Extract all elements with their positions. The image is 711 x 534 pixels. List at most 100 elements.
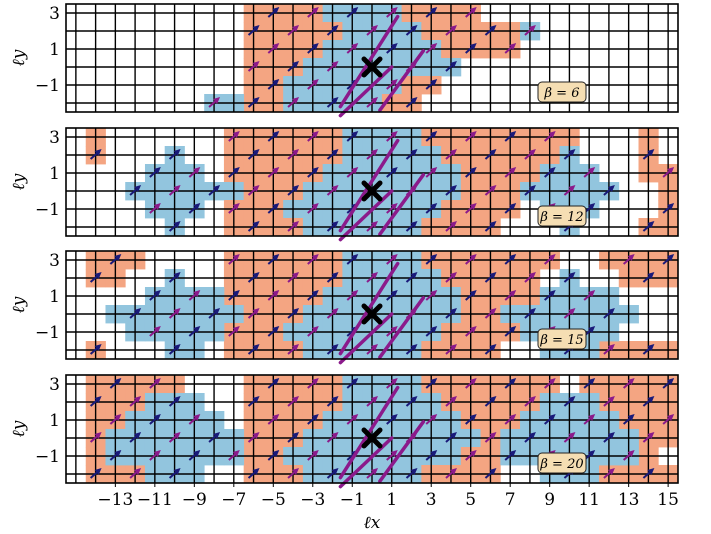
spin-arrow-head (509, 326, 517, 333)
spin-arrow-head (469, 203, 477, 210)
spin-arrow-head (627, 254, 635, 261)
spin-arrow-head (627, 450, 635, 457)
x-tick-label: −5 (261, 490, 286, 510)
spin-arrow-head (134, 432, 142, 439)
spin-arrow-head (173, 308, 181, 315)
spin-arrow-head (371, 149, 378, 156)
spin-arrow-head (173, 468, 181, 475)
x-tick-label: 15 (657, 490, 679, 510)
spin-arrow-head (449, 221, 457, 228)
spin-arrow-head (351, 167, 359, 174)
spin-arrow-head (232, 450, 240, 457)
spin-arrow-head (667, 203, 675, 210)
spin-arrow-head (588, 290, 596, 297)
spin-arrow-head (272, 326, 280, 333)
spin-arrow-head (292, 97, 300, 104)
spin-arrow-head (311, 326, 319, 333)
spin-arrow-head (173, 396, 181, 403)
spin-arrow-head (292, 272, 300, 279)
spin-arrow-head (390, 7, 398, 14)
spin-arrow-head (153, 414, 161, 421)
spin-arrow-head (449, 185, 457, 192)
spin-arrow-head (390, 203, 398, 210)
origin-marker (361, 56, 383, 78)
spin-arrow-head (134, 468, 142, 475)
y-tick-label: 1 (49, 287, 60, 307)
spin-arrow-head (607, 344, 615, 351)
spin-arrow-head (667, 254, 675, 261)
spin-arrow-head (331, 396, 339, 403)
spin-arrow-head (449, 25, 457, 32)
spin-arrow-head (351, 254, 359, 261)
spin-arrow-head (311, 203, 319, 210)
spin-arrow-head (232, 254, 240, 261)
spin-arrow-head (509, 203, 517, 210)
spin-arrow-head (213, 432, 221, 439)
beta-label: β = 15 (539, 333, 583, 348)
spin-arrow-head (390, 414, 398, 421)
spin-arrow-head (94, 468, 102, 475)
spin-arrow-head (449, 344, 457, 351)
origin-marker (361, 303, 383, 325)
spin-arrow-head (410, 468, 418, 475)
spin-arrow-head (331, 468, 339, 475)
spin-arrow-head (430, 79, 438, 86)
beta-label: β = 6 (544, 86, 580, 101)
spin-arrow-head (351, 290, 359, 297)
spin-arrow-head (528, 432, 536, 439)
spin-arrow-head (94, 432, 102, 439)
y-axis-label: ℓy (9, 296, 29, 313)
spin-arrow-head (509, 378, 517, 385)
spin-arrow-head (489, 272, 497, 279)
spin-arrow-head (449, 468, 457, 475)
spin-arrow-head (371, 97, 378, 104)
spin-arrow-head (647, 468, 655, 475)
spin-arrow-head (292, 468, 300, 475)
spin-arrow-head (489, 221, 497, 228)
spin-arrow-head (509, 131, 517, 138)
spin-arrow-head (272, 167, 280, 174)
spin-arrow-head (410, 149, 418, 156)
x-tick-label: 1 (386, 490, 397, 510)
spin-arrow-head (173, 432, 181, 439)
spin-arrow-head (232, 203, 240, 210)
spin-arrow-head (469, 450, 477, 457)
spin-arrow-head (272, 378, 280, 385)
spin-arrow-head (607, 185, 615, 192)
spin-arrow-head (252, 432, 260, 439)
spin-arrow-head (449, 272, 457, 279)
spin-arrow-head (390, 254, 398, 261)
spin-arrow-head (173, 344, 181, 351)
spin-arrow-head (449, 149, 457, 156)
spin-arrow-head (548, 290, 556, 297)
spin-arrow-head (272, 290, 280, 297)
spin-arrow-head (449, 432, 457, 439)
spin-arrow-head (430, 414, 438, 421)
spin-arrow-head (311, 43, 319, 50)
y-tick-label: 3 (49, 375, 60, 395)
spin-arrow-head (252, 468, 260, 475)
spin-arrow-head (173, 185, 181, 192)
x-axis-ticks: −13 −11 −9 −7 −5 −3 −1 1 3 5 7 9 11 13 15 (97, 483, 679, 510)
x-tick-label: −7 (221, 490, 246, 510)
spin-arrow-head (548, 378, 556, 385)
spin-arrow-head (232, 326, 240, 333)
spin-arrow-head (331, 272, 339, 279)
spin-arrow-head (371, 396, 378, 403)
spin-arrow-head (173, 149, 181, 156)
spin-arrow-head (114, 254, 122, 261)
spin-arrow-head (568, 432, 576, 439)
spin-arrow-head (272, 450, 280, 457)
x-axis-label: ℓx (364, 513, 381, 533)
spin-arrow-head (351, 378, 359, 385)
spin-arrow-head (390, 326, 398, 333)
spin-arrow-head (489, 468, 497, 475)
spin-arrow-head (410, 25, 418, 32)
spin-arrow-head (94, 344, 102, 351)
spin-arrow-head (371, 344, 378, 351)
spin-arrow-head (449, 61, 457, 68)
bond-line (338, 436, 394, 489)
spin-arrow-head (588, 167, 596, 174)
spin-arrow-head (134, 308, 142, 315)
x-tick-label: 9 (544, 490, 555, 510)
